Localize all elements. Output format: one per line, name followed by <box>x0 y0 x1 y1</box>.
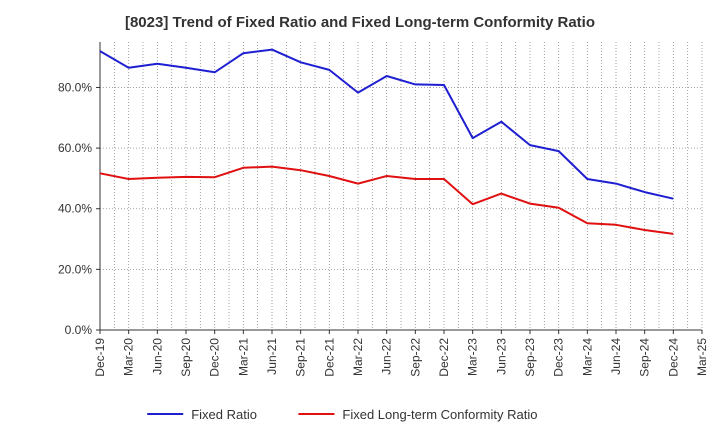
x-tick-label: Mar-23 <box>466 338 480 376</box>
x-tick-label: Jun-22 <box>380 338 394 375</box>
x-tick-label: Mar-25 <box>695 338 709 376</box>
x-tick-label: Dec-23 <box>552 338 566 377</box>
x-tick-label: Dec-22 <box>437 338 451 377</box>
legend-label: Fixed Ratio <box>191 407 257 422</box>
x-tick-label: Mar-20 <box>122 338 136 376</box>
series-line-2 <box>99 165 674 235</box>
series-line-1 <box>99 48 674 200</box>
y-tick-label: 40.0% <box>58 202 92 216</box>
chart-title: [8023] Trend of Fixed Ratio and Fixed Lo… <box>124 14 596 31</box>
x-tick-label: Sep-20 <box>179 338 193 377</box>
x-tick-label: Jun-23 <box>494 338 508 375</box>
y-tick-label: 80.0% <box>58 80 92 94</box>
x-tick-label: Dec-21 <box>322 338 336 377</box>
y-tick-label: 20.0% <box>58 262 92 276</box>
x-tick-label: Jun-20 <box>150 338 164 375</box>
x-tick-label: Mar-22 <box>351 338 365 376</box>
x-tick-label: Jun-24 <box>609 338 623 375</box>
x-tick-label: Jun-21 <box>265 338 279 375</box>
y-tick-label: 0.0% <box>65 323 93 337</box>
x-tick-label: Mar-24 <box>580 338 594 376</box>
x-tick-label: Sep-22 <box>408 338 422 377</box>
x-tick-label: Dec-19 <box>93 338 107 377</box>
x-tick-label: Dec-20 <box>208 338 222 377</box>
y-tick-label: 60.0% <box>58 141 92 155</box>
grid-lines <box>99 42 703 330</box>
legend-label: Fixed Long-term Conformity Ratio <box>342 407 537 422</box>
x-tick-label: Sep-23 <box>523 338 537 377</box>
legend: Fixed Ratio Fixed Long-term Conformity Ra… <box>147 407 537 422</box>
x-tick-label: Mar-21 <box>236 338 250 376</box>
x-tick-label: Dec-24 <box>666 338 680 377</box>
x-tick-label: Sep-21 <box>294 338 308 377</box>
x-tick-label: Sep-24 <box>638 338 652 377</box>
